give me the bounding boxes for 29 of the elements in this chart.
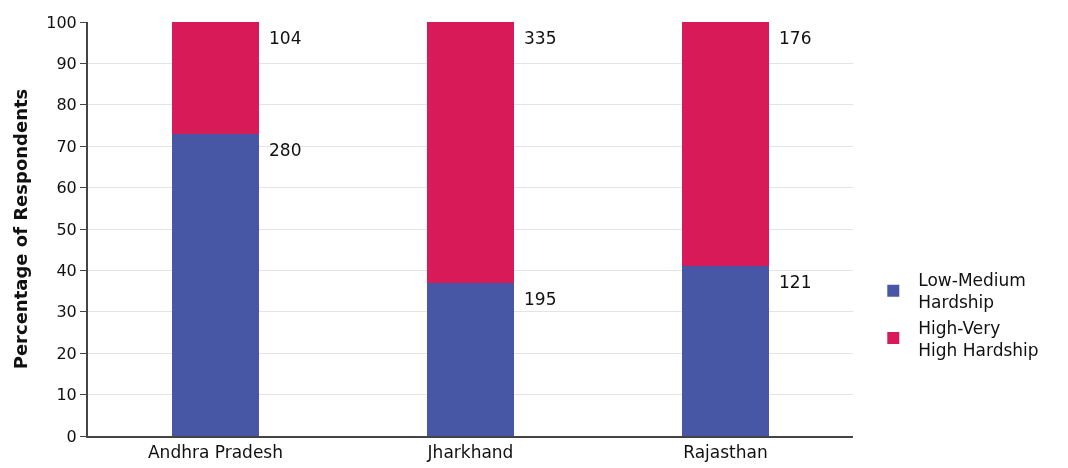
y-tick-label: 0	[66, 426, 77, 446]
y-axis-title: Percentage of Respondents	[9, 88, 31, 370]
y-tick-label: 30	[56, 302, 77, 322]
bar	[172, 22, 259, 134]
y-tick-label: 50	[56, 219, 77, 239]
y-tick-label: 100	[46, 12, 77, 32]
y-tick-label: 90	[56, 54, 77, 73]
annotation: 195	[524, 289, 557, 309]
bar	[427, 282, 514, 436]
annotation: 335	[524, 28, 557, 48]
y-tick-label: 10	[56, 385, 77, 405]
legend-label: Low-Medium Hardship	[918, 270, 1026, 313]
annotation: 176	[779, 28, 812, 48]
bar	[172, 133, 259, 436]
bar	[427, 22, 514, 283]
bar	[682, 266, 769, 436]
y-tick-label: 80	[56, 95, 77, 115]
y-tick-label: 60	[56, 178, 77, 198]
x-tick-label: Jharkhand	[426, 442, 514, 463]
y-tick-label: 70	[56, 136, 77, 156]
bar	[682, 22, 769, 267]
y-tick-label: 20	[56, 343, 77, 363]
legend-label: High-Very High Hardship	[918, 317, 1039, 360]
annotation: 104	[269, 28, 302, 48]
x-tick-label: Andhra Pradesh	[147, 442, 284, 463]
annotation: 280	[269, 140, 302, 160]
annotation: 121	[779, 272, 812, 292]
x-tick-label: Rajasthan	[683, 442, 768, 463]
y-tick-label: 40	[56, 261, 77, 280]
